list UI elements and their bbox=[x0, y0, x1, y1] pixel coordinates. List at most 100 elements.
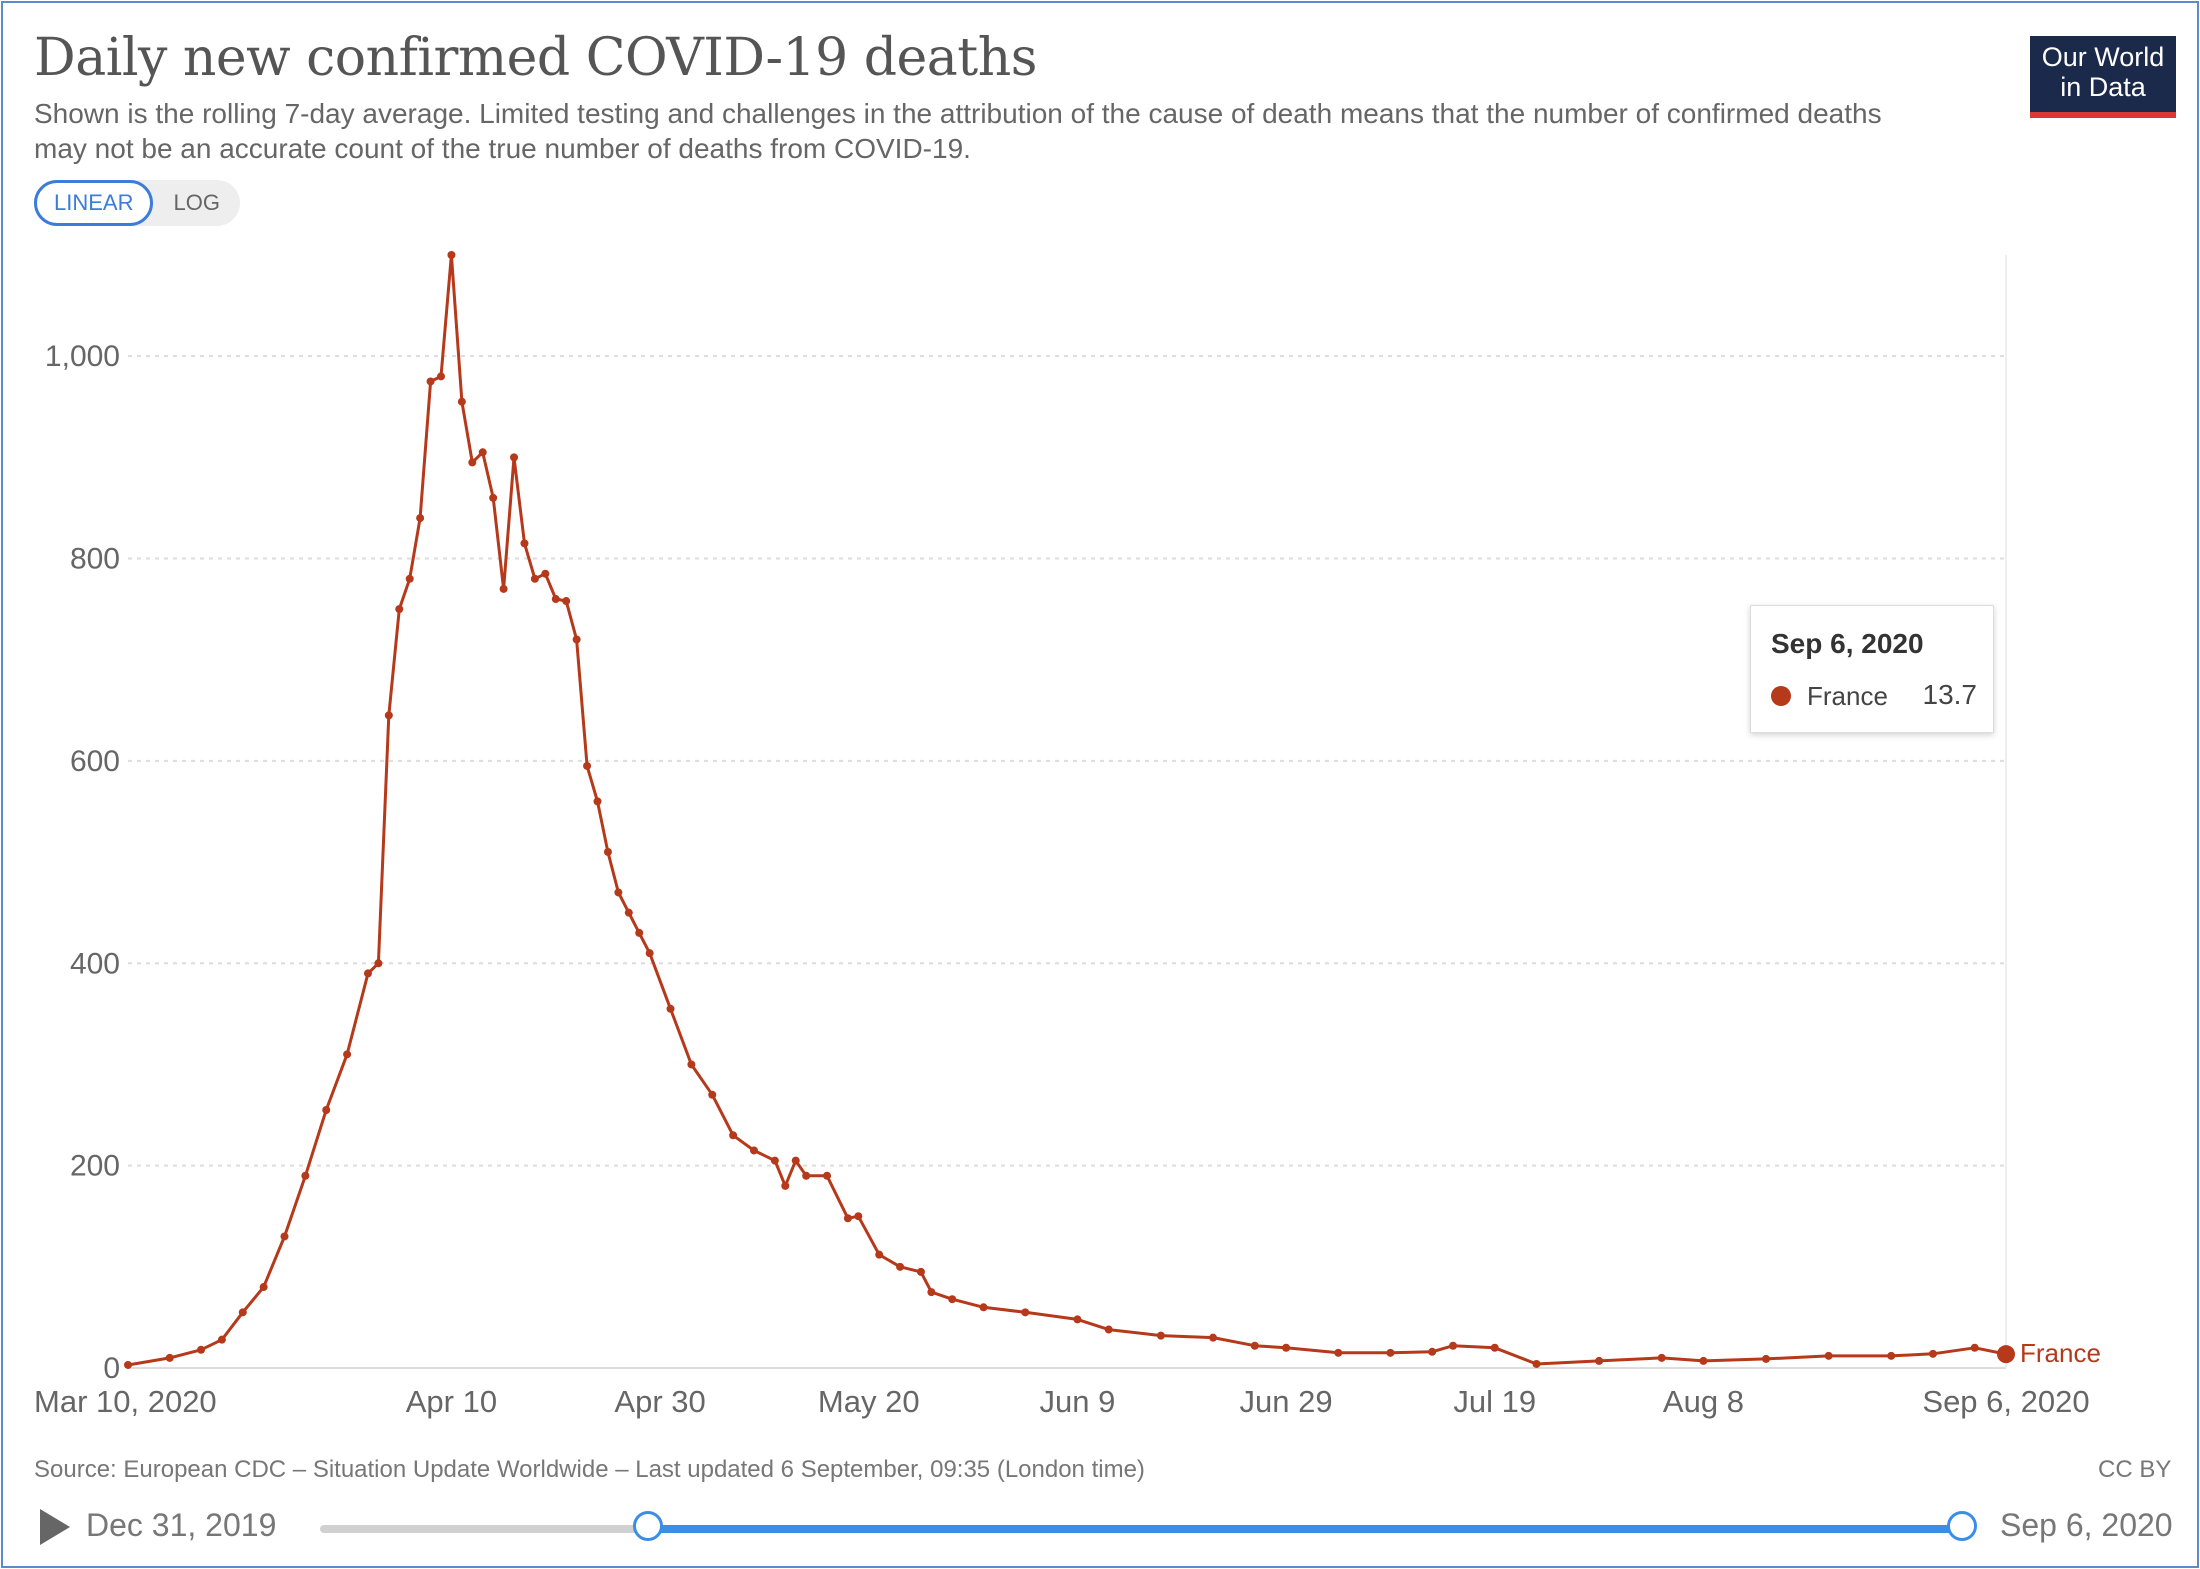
data-point bbox=[499, 584, 508, 593]
data-point bbox=[1595, 1356, 1604, 1365]
data-point bbox=[447, 251, 456, 259]
data-point bbox=[437, 372, 445, 381]
data-point bbox=[457, 397, 466, 406]
data-point bbox=[416, 514, 425, 523]
data-point bbox=[896, 1262, 905, 1271]
data-point bbox=[426, 377, 435, 386]
y-tick-label: 600 bbox=[70, 745, 120, 778]
y-tick-label: 200 bbox=[70, 1150, 120, 1183]
tooltip-series-dot bbox=[1771, 686, 1791, 706]
data-point bbox=[238, 1308, 247, 1317]
data-point bbox=[395, 605, 404, 614]
data-point bbox=[1824, 1351, 1833, 1360]
data-point bbox=[301, 1171, 310, 1180]
timeline-selected-range bbox=[648, 1525, 1962, 1533]
tooltip-value: 13.7 bbox=[1922, 679, 1978, 710]
data-point bbox=[197, 1345, 206, 1354]
linear-scale-button[interactable]: LINEAR bbox=[34, 180, 154, 226]
timeline: Dec 31, 2019 Sep 6, 2020 bbox=[0, 1505, 2200, 1555]
data-point bbox=[1699, 1356, 1708, 1365]
x-tick-label: Jul 19 bbox=[1453, 1384, 1536, 1419]
data-point bbox=[562, 597, 571, 606]
timeline-start-handle[interactable] bbox=[633, 1511, 664, 1541]
data-point bbox=[708, 1090, 717, 1099]
data-point bbox=[593, 797, 602, 806]
data-point bbox=[374, 959, 383, 968]
data-point bbox=[384, 711, 393, 720]
data-point bbox=[1449, 1341, 1458, 1350]
x-tick-label: Aug 8 bbox=[1663, 1384, 1744, 1419]
owid-logo[interactable]: Our World in Data bbox=[2030, 36, 2176, 118]
tooltip: Sep 6, 2020 France 13.7 bbox=[1750, 605, 1994, 733]
timeline-start-label: Dec 31, 2019 bbox=[86, 1507, 277, 1543]
data-point bbox=[405, 574, 414, 583]
data-point bbox=[1657, 1353, 1666, 1362]
data-point bbox=[823, 1171, 832, 1180]
log-scale-button[interactable]: LOG bbox=[173, 190, 220, 215]
data-point bbox=[927, 1288, 936, 1297]
logo-line-2: in Data bbox=[2060, 72, 2146, 102]
data-point bbox=[1156, 1331, 1165, 1340]
data-point bbox=[1970, 1343, 1979, 1352]
logo-line-1: Our World bbox=[2041, 42, 2165, 72]
data-point bbox=[280, 1232, 289, 1241]
x-tick-label: Apr 30 bbox=[614, 1384, 705, 1419]
timeline-track[interactable] bbox=[320, 1511, 1977, 1541]
data-point bbox=[510, 453, 519, 462]
x-tick-label: Sep 6, 2020 bbox=[1922, 1384, 2089, 1419]
y-tick-label: 800 bbox=[70, 543, 120, 576]
data-point bbox=[322, 1105, 331, 1114]
data-point bbox=[854, 1212, 863, 1221]
tooltip-date: Sep 6, 2020 bbox=[1771, 628, 1924, 659]
data-point bbox=[343, 1050, 352, 1059]
series-points bbox=[124, 251, 2010, 1369]
data-point bbox=[729, 1131, 738, 1140]
data-point bbox=[666, 1004, 675, 1013]
series-end-marker bbox=[1997, 1345, 2015, 1364]
chart-title: Daily new confirmed COVID-19 deaths bbox=[34, 28, 1037, 88]
data-point bbox=[478, 448, 487, 457]
data-point bbox=[165, 1353, 174, 1362]
y-tick-label: 1,000 bbox=[45, 340, 120, 373]
timeline-end-handle[interactable] bbox=[1947, 1511, 1977, 1541]
data-point bbox=[259, 1283, 268, 1292]
play-icon[interactable] bbox=[40, 1509, 70, 1545]
data-point bbox=[802, 1171, 811, 1180]
data-point bbox=[1386, 1348, 1395, 1357]
data-point bbox=[614, 888, 623, 897]
data-point bbox=[1928, 1349, 1937, 1358]
data-point bbox=[124, 1360, 132, 1369]
data-point bbox=[687, 1060, 696, 1069]
timeline-end-label: Sep 6, 2020 bbox=[2000, 1507, 2173, 1543]
data-point bbox=[1021, 1308, 1030, 1317]
scale-toggle: LINEAR LOG bbox=[34, 180, 240, 226]
data-point bbox=[1762, 1354, 1771, 1363]
data-point bbox=[770, 1156, 779, 1165]
license-link[interactable]: CC BY bbox=[2098, 1456, 2172, 1483]
line-chart: 0 200 400 600 800 1,000 Mar 10, 2020 Apr 10 Apr… bbox=[34, 251, 2101, 1419]
x-axis: Mar 10, 2020 Apr 10 Apr 30 May 20 Jun 9 Jun 2… bbox=[34, 1384, 2090, 1419]
data-point bbox=[781, 1181, 790, 1190]
y-axis: 0 200 400 600 800 1,000 bbox=[45, 340, 120, 1385]
data-point bbox=[551, 595, 560, 604]
data-point bbox=[1887, 1351, 1896, 1360]
data-point bbox=[948, 1295, 957, 1304]
data-point bbox=[1073, 1315, 1082, 1324]
x-tick-label: May 20 bbox=[818, 1384, 920, 1419]
source-note[interactable]: Source: European CDC – Situation Update … bbox=[34, 1456, 1145, 1483]
chart-subtitle: Shown is the rolling 7-day average. Limi… bbox=[34, 98, 1882, 164]
data-point bbox=[1250, 1341, 1259, 1350]
x-tick-label: Mar 10, 2020 bbox=[34, 1384, 217, 1419]
data-point bbox=[363, 969, 372, 978]
data-point bbox=[530, 574, 539, 583]
data-point bbox=[1490, 1343, 1499, 1352]
data-point bbox=[979, 1303, 988, 1312]
data-point bbox=[750, 1146, 758, 1155]
data-point bbox=[520, 539, 529, 548]
data-point bbox=[1428, 1347, 1437, 1356]
data-point bbox=[468, 458, 477, 467]
data-point bbox=[572, 635, 581, 644]
data-point bbox=[603, 847, 612, 856]
series-line-france bbox=[127, 253, 2007, 1367]
